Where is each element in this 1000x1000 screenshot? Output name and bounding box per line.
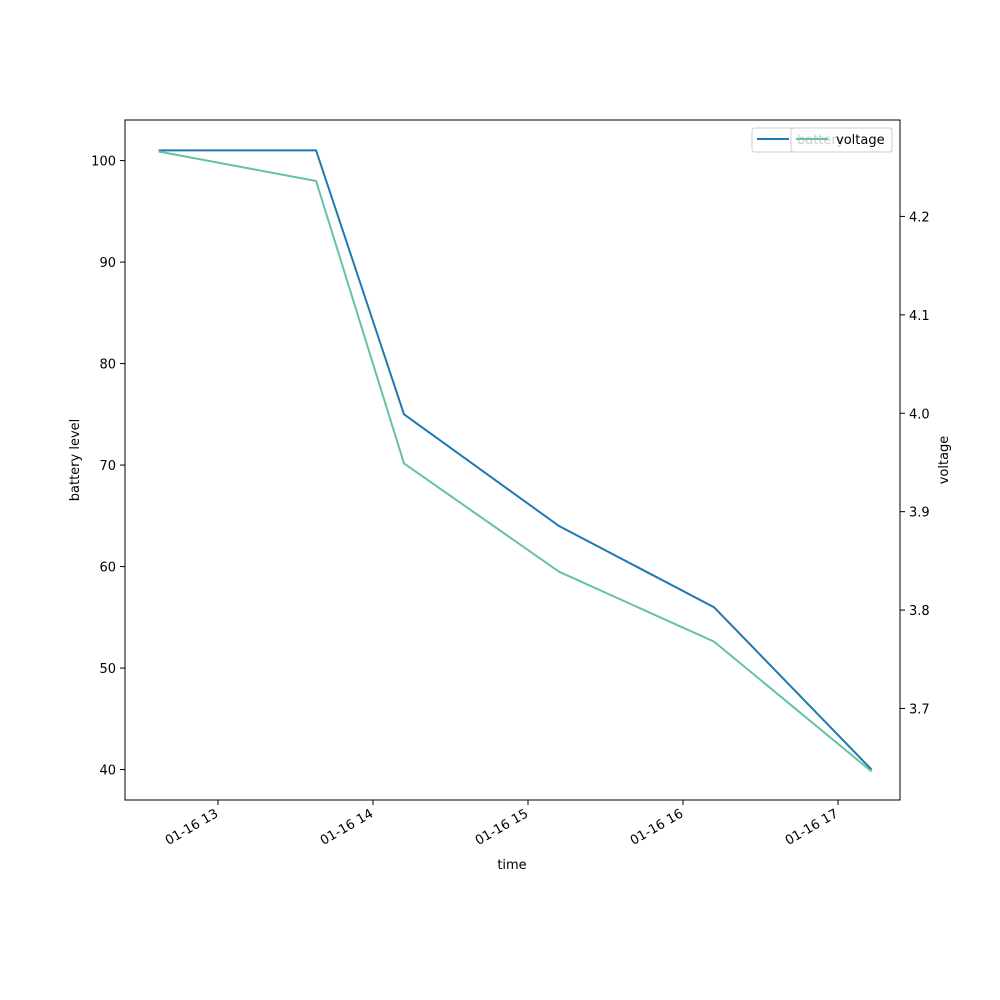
left-tick-label: 40 <box>99 764 116 779</box>
left-tick-label: 50 <box>99 662 116 677</box>
x-tick-label: 01-16 16 <box>628 806 686 848</box>
x-axis-label: time <box>497 858 526 873</box>
right-y-axis-label: voltage <box>937 436 952 485</box>
right-tick-label: 3.9 <box>909 506 930 521</box>
left-tick-label: 70 <box>99 459 116 474</box>
legend-voltage: voltage <box>791 128 892 152</box>
x-axis: 01-16 13 01-16 14 01-16 15 01-16 16 01-16 17 <box>163 800 841 849</box>
legend-voltage-label: voltage <box>836 133 885 148</box>
left-tick-label: 100 <box>91 155 116 170</box>
right-y-axis: 3.7 3.8 3.9 4.0 4.1 4.2 <box>900 210 930 717</box>
left-tick-label: 90 <box>99 256 116 271</box>
x-tick-label: 01-16 14 <box>318 806 376 848</box>
right-tick-label: 3.7 <box>909 702 930 717</box>
left-tick-label: 60 <box>99 561 116 576</box>
x-tick-label: 01-16 13 <box>163 806 221 848</box>
right-tick-label: 4.0 <box>909 407 930 422</box>
right-tick-label: 4.2 <box>909 210 930 225</box>
right-tick-label: 3.8 <box>909 604 930 619</box>
left-y-axis-label: battery level <box>68 419 83 502</box>
left-tick-label: 80 <box>99 358 116 373</box>
x-tick-label: 01-16 15 <box>473 806 531 848</box>
left-y-axis: 40 50 60 70 80 90 100 <box>91 155 125 779</box>
x-tick-label: 01-16 17 <box>783 806 841 848</box>
right-tick-label: 4.1 <box>909 309 930 324</box>
